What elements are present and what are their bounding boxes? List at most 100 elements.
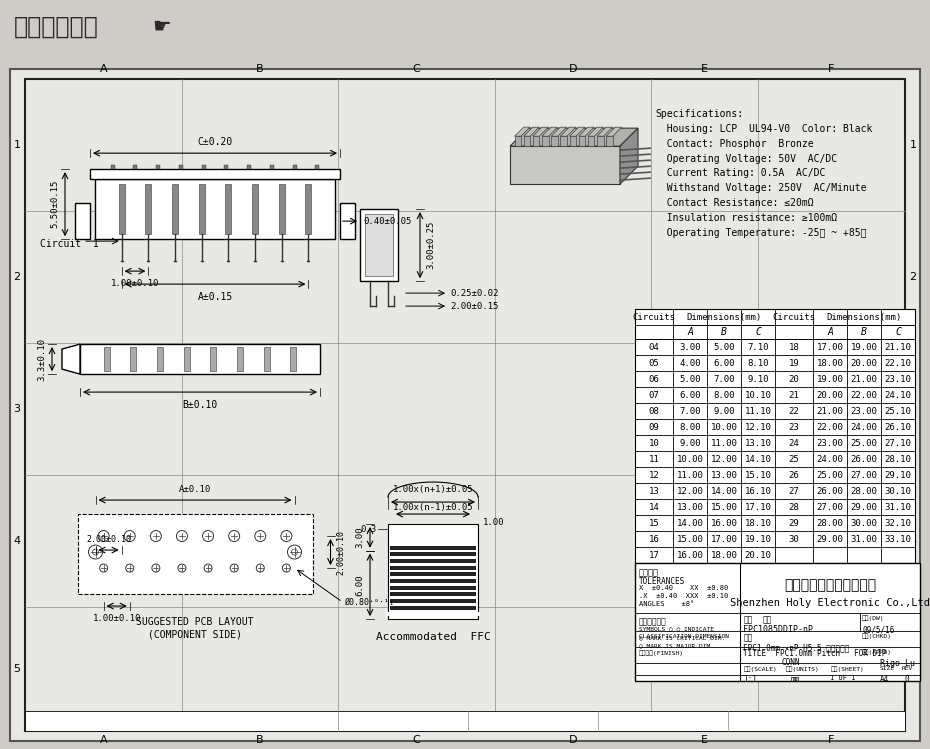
Text: 5: 5 [14,664,20,674]
Polygon shape [569,127,585,136]
Text: 15.10: 15.10 [745,470,772,479]
Text: 14: 14 [648,503,659,512]
Bar [279,184,285,234]
Text: 张数(SHEET): 张数(SHEET) [830,666,864,672]
Circle shape [88,545,102,559]
Text: 2: 2 [910,272,917,282]
Text: 14.10: 14.10 [745,455,772,464]
Circle shape [204,564,212,572]
Text: 一般公差: 一般公差 [639,568,659,577]
Text: 16.00: 16.00 [676,551,703,560]
Circle shape [287,545,301,559]
Text: 11.00: 11.00 [711,439,737,448]
Text: 11: 11 [648,455,659,464]
Text: SIZE: SIZE [880,666,895,671]
Text: Specifications:
  Housing: LCP  UL94-V0  Color: Black
  Contact: Phosphor  Bronz: Specifications: Housing: LCP UL94-V0 Col… [655,109,872,237]
Text: 7.10: 7.10 [747,342,769,351]
Text: C: C [895,327,901,337]
Polygon shape [542,127,557,136]
Text: 10.10: 10.10 [745,390,772,399]
Text: 品名: 品名 [743,633,752,642]
Bar [172,184,178,234]
Text: B±0.10: B±0.10 [182,400,218,410]
Text: 06: 06 [648,374,659,383]
Text: 6.00: 6.00 [679,390,700,399]
Text: 8.00: 8.00 [713,390,735,399]
Text: 3.00: 3.00 [679,342,700,351]
Bar [293,165,297,169]
Text: 22.00: 22.00 [817,422,844,431]
Bar [390,559,476,563]
Bar [111,165,114,169]
Text: 18.10: 18.10 [745,518,772,527]
Text: ◎ MARK IS CRITICAL DIM.: ◎ MARK IS CRITICAL DIM. [639,635,725,640]
Bar [551,136,558,146]
Text: 0: 0 [904,675,909,684]
Text: C: C [755,327,761,337]
Bar [390,552,476,557]
Text: 2.00±0.10: 2.00±0.10 [337,530,346,574]
Text: Dimensions(mm): Dimensions(mm) [686,312,762,321]
Text: B: B [256,735,264,745]
Text: 24.00: 24.00 [851,422,877,431]
Text: 3.00±0.25: 3.00±0.25 [426,221,435,270]
Text: 图号: 图号 [763,615,772,624]
Text: 13.10: 13.10 [745,439,772,448]
Text: 27.00: 27.00 [851,470,877,479]
Text: 审核(CHKD): 审核(CHKD) [862,633,892,639]
Text: 7.00: 7.00 [713,374,735,383]
Text: SUGGESTED PCB LAYOUT: SUGGESTED PCB LAYOUT [137,617,254,627]
Bar [578,136,585,146]
Text: 0.3: 0.3 [360,524,376,533]
Text: 13.00: 13.00 [711,470,737,479]
Text: 深圳市宏利电子有限公司: 深圳市宏利电子有限公司 [784,578,876,592]
Text: 16.10: 16.10 [745,487,772,496]
Bar [360,209,398,281]
Text: 6.00: 6.00 [355,574,364,595]
Circle shape [100,564,108,572]
Text: 24.10: 24.10 [884,390,911,399]
Text: E: E [701,735,708,745]
Text: 12.00: 12.00 [711,455,737,464]
Text: SYMBOLS ○ ○ INDICATE: SYMBOLS ○ ○ INDICATE [639,626,714,631]
Text: 20.00: 20.00 [851,359,877,368]
Bar [514,136,521,146]
Bar [315,165,319,169]
Text: 7.00: 7.00 [679,407,700,416]
Text: 校准(APPD): 校准(APPD) [862,649,892,655]
Bar [533,136,539,146]
Text: 5.00: 5.00 [713,342,735,351]
Text: 4.00: 4.00 [679,359,700,368]
Text: 12: 12 [648,470,659,479]
Text: 09: 09 [648,422,659,431]
Text: 工程: 工程 [743,615,752,624]
Text: ANGLES    ±8°: ANGLES ±8° [639,601,695,607]
Text: 4: 4 [13,536,20,546]
Text: 检验尺寸标示: 检验尺寸标示 [639,617,667,626]
Text: 29.10: 29.10 [884,470,911,479]
Bar [390,572,476,576]
Text: Circuit  1: Circuit 1 [40,239,99,249]
Text: 30: 30 [789,535,800,544]
Text: 0.25±0.02: 0.25±0.02 [450,288,498,297]
Text: 3.3±0.10: 3.3±0.10 [37,338,46,380]
Text: 29: 29 [789,518,800,527]
Text: 26: 26 [789,470,800,479]
Text: 19: 19 [789,359,800,368]
Text: 1 OF 1: 1 OF 1 [830,675,856,681]
Circle shape [98,530,109,542]
Bar [365,214,393,276]
Text: 20: 20 [789,374,800,383]
Bar [25,711,905,731]
Text: 30.00: 30.00 [851,518,877,527]
Bar [524,136,530,146]
Bar [237,347,243,371]
Text: E: E [701,64,708,74]
Bar [340,203,355,239]
Text: 21.00: 21.00 [817,407,844,416]
Text: 26.10: 26.10 [884,422,911,431]
Bar [90,169,340,179]
Bar [77,514,312,594]
Text: 17.00: 17.00 [817,342,844,351]
Text: 17: 17 [648,551,659,560]
